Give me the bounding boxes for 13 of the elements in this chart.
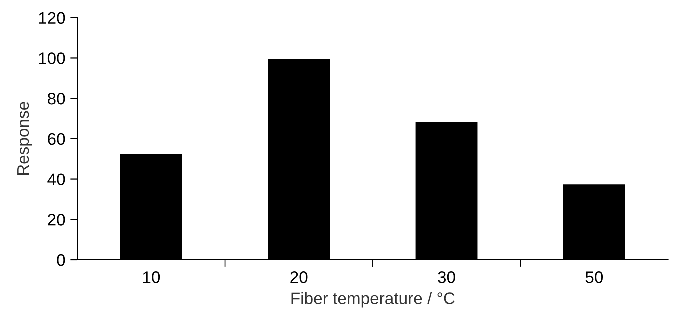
x-tick-label: 20 (290, 272, 308, 284)
y-tick-label: 20 (48, 214, 66, 226)
x-tick-label: 10 (143, 272, 160, 284)
y-tick-label: 120 (39, 12, 66, 24)
y-tick-label: 100 (39, 52, 66, 64)
y-axis-title: Response (18, 102, 32, 176)
x-axis-title: Fiber temperature / °C (292, 292, 455, 308)
y-tick-label: 80 (48, 92, 66, 105)
y-tick-label: 40 (48, 174, 66, 186)
x-tick-label: 30 (438, 272, 456, 284)
y-tick-label: 0 (57, 254, 66, 266)
x-tick-label: 50 (586, 272, 604, 284)
y-tick-label: 60 (48, 133, 66, 146)
